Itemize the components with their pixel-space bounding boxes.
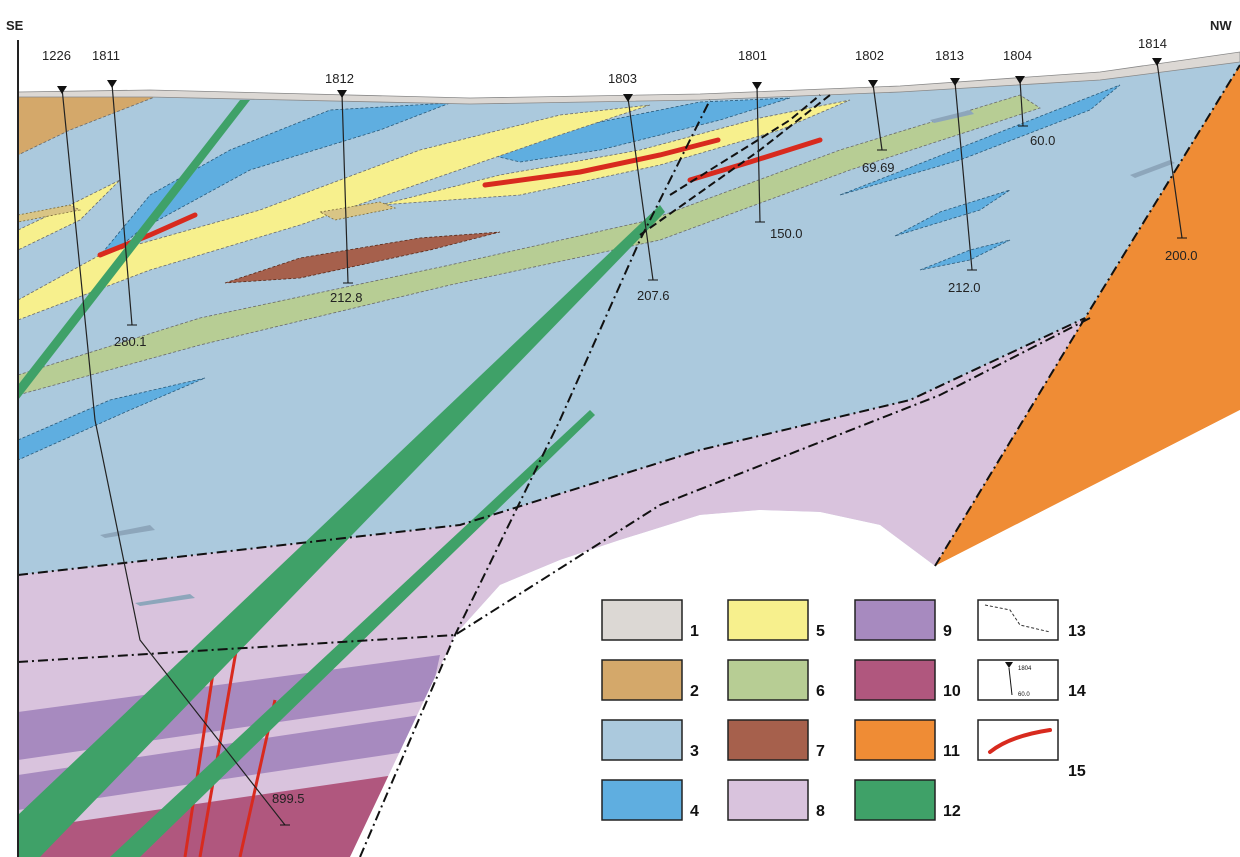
legend-number: 4 [690, 803, 699, 820]
legend-item-10: 10 [854, 659, 961, 701]
grey-lens-d [930, 110, 974, 123]
legend-number: 12 [943, 803, 961, 820]
legend-number: 10 [943, 683, 961, 700]
borehole-id: 1803 [608, 71, 637, 86]
legend-number: 2 [690, 683, 699, 700]
orientation-nw-label: NW [1210, 18, 1232, 33]
borehole-depth: 212.0 [948, 280, 981, 295]
unit-5-layer-c [379, 99, 851, 206]
fault-line-d [934, 64, 1240, 567]
borehole-id: 1812 [325, 71, 354, 86]
legend-item-9: 9 [854, 599, 952, 641]
legend-item-6: 6 [727, 659, 825, 701]
ore-body-a [97, 212, 198, 258]
legend-item-12: 12 [854, 779, 961, 821]
unit-4-lens-e [919, 239, 1011, 271]
legend-number: 1 [690, 623, 699, 640]
legend-number: 5 [816, 623, 825, 640]
grey-lens-a [100, 525, 155, 538]
borehole-depth: 200.0 [1165, 248, 1198, 263]
borehole-1226: 1226 899.5 [42, 48, 305, 826]
unit-7-lens [224, 231, 501, 284]
grey-lens-b [135, 594, 195, 606]
legend-number: 15 [1068, 763, 1086, 780]
borehole-1811: 1811 280.1 [92, 48, 147, 349]
borehole-id: 1813 [935, 48, 964, 63]
legend-item-7: 7 [727, 719, 825, 761]
borehole-depth: 212.8 [330, 290, 363, 305]
borehole-id: 1811 [92, 48, 120, 63]
borehole-id: 1802 [855, 48, 884, 63]
legend-item-14: 1804 60.0 14 [977, 659, 1086, 701]
legend-item-1: 1 [601, 599, 699, 641]
legend-item-8: 8 [727, 779, 825, 821]
borehole-1802: 1802 69.69 [855, 48, 895, 175]
borehole-1804: 1804 60.0 [1003, 48, 1055, 148]
unit-4-lens-d [894, 189, 1011, 237]
legend-number: 7 [816, 743, 825, 760]
borehole-id: 1226 [42, 48, 71, 63]
legend-number: 14 [1068, 683, 1086, 700]
legend: 1 2 3 4 5 6 7 8 [601, 599, 1086, 821]
borehole-depth: 69.69 [862, 160, 895, 175]
legend-number: 3 [690, 743, 699, 760]
legend-item-5: 5 [727, 599, 825, 641]
legend-item-11: 11 [854, 719, 960, 761]
orientation-se-label: SE [6, 18, 24, 33]
borehole-1803: 1803 207.6 [608, 71, 670, 303]
legend-number: 9 [943, 623, 952, 640]
borehole-depth: 150.0 [770, 226, 803, 241]
borehole-depth: 60.0 [1030, 133, 1055, 148]
legend-sample-depth: 60.0 [1018, 692, 1030, 698]
fault-line-e [639, 94, 831, 236]
dike-b [18, 205, 665, 857]
legend-item-2: 2 [601, 659, 699, 701]
unit-4-lens-c [839, 84, 1121, 196]
ore-vein-a [183, 659, 217, 857]
dike-a [18, 100, 250, 400]
legend-number: 13 [1068, 623, 1086, 640]
borehole-depth: 207.6 [637, 288, 670, 303]
borehole-id: 1801 [738, 48, 767, 63]
legend-number: 11 [943, 743, 960, 760]
borehole-id: 1804 [1003, 48, 1032, 63]
borehole-1813: 1813 212.0 [935, 48, 981, 295]
legend-item-13: 13 [977, 599, 1086, 641]
ore-body-c [687, 137, 823, 183]
borehole-id: 1814 [1138, 36, 1167, 51]
grey-lens-c [1130, 160, 1175, 178]
fault-line-c [359, 99, 711, 857]
unit-6-band [17, 94, 1041, 396]
unit-4-lens-a [79, 102, 451, 281]
ore-vein-b [198, 639, 240, 857]
legend-sample-id: 1804 [1018, 666, 1032, 672]
borehole-depth: 280.1 [114, 334, 147, 349]
legend-number: 8 [816, 803, 825, 820]
surface-cover [17, 51, 1240, 105]
dike-c [110, 410, 595, 857]
legend-number: 6 [816, 683, 825, 700]
legend-item-4: 4 [601, 779, 699, 821]
borehole-depth: 899.5 [272, 791, 305, 806]
hatched-lens-a [318, 201, 397, 221]
borehole-1801: 1801 150.0 [738, 48, 803, 241]
fault-line-a [17, 317, 1091, 663]
legend-item-3: 3 [601, 719, 699, 761]
borehole-1814: 1814 200.0 [1138, 36, 1198, 263]
legend-item-15: 15 [977, 719, 1086, 780]
ore-body-b [482, 137, 721, 188]
borehole-1812: 1812 212.8 [325, 71, 363, 305]
